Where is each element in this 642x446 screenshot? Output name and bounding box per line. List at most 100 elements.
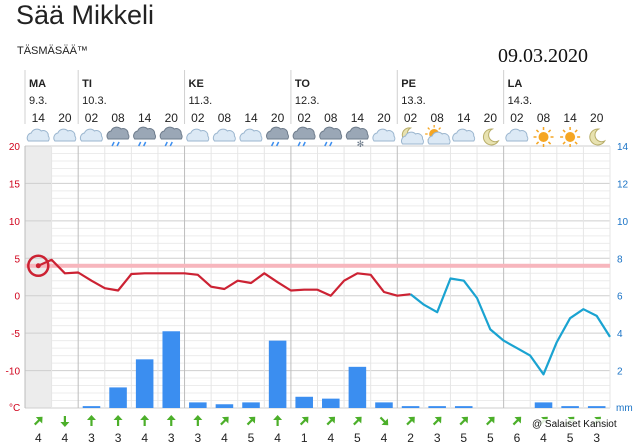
rain-drop [164, 141, 168, 147]
temperature-line-segment [37, 258, 411, 297]
page-title: Sää Mikkeli [16, 0, 155, 30]
wind-arrow-head [301, 416, 309, 424]
wind-speed-label: 4 [327, 431, 334, 445]
hour-label: 20 [377, 111, 391, 125]
sun-ray [438, 127, 441, 130]
cloudy-icon [53, 128, 77, 142]
stamp-date: 09.03.2020 [498, 45, 588, 67]
weather-icons-row: ✻ [26, 125, 606, 150]
wind-arrow-icon [86, 415, 96, 426]
sun-ray [535, 141, 540, 145]
precip-bar [189, 402, 207, 408]
rain-icon [292, 126, 316, 147]
wind-speed-label: 4 [381, 431, 388, 445]
wind-arrow-icon [486, 416, 495, 426]
right-axis-tick: 10 [617, 217, 629, 228]
wind-speed-label: 5 [567, 431, 574, 445]
partly-sunny-icon [425, 125, 451, 145]
cloud-shape [79, 128, 103, 142]
day-date: 12.3. [295, 95, 319, 107]
wind-arrow-icon [220, 416, 229, 426]
cloudy-icon [79, 128, 103, 142]
left-axis-tick: 20 [9, 142, 21, 153]
sun-ray [574, 141, 578, 145]
precipitation-bars [82, 331, 606, 408]
cloudy-icon [186, 128, 210, 142]
wind-speed-label: 1 [301, 431, 308, 445]
wind-arrow-icon [113, 415, 123, 426]
right-axis-tick: 14 [617, 142, 629, 153]
cloud-shape [505, 128, 529, 142]
cloud-shape [452, 128, 476, 142]
forecast-type-label: TÄSMÄSÄÄ™ [17, 45, 88, 57]
day-name: PE [401, 78, 416, 90]
wind-arrow-icon [353, 416, 362, 426]
hour-label: 08 [218, 111, 232, 125]
rain-icon [159, 126, 183, 147]
precip-bar [454, 406, 473, 408]
rain-drop [324, 141, 328, 147]
wind-arrow-head [113, 415, 123, 420]
highlight-band [25, 263, 610, 268]
wind-speed-label: 4 [35, 431, 42, 445]
current-temperature-marker [27, 254, 50, 278]
cloud-shape [239, 128, 263, 142]
wind-speed-label: 4 [540, 431, 547, 445]
cloud-shape [345, 126, 369, 140]
day-name: TI [82, 78, 92, 90]
precip-bar [375, 402, 393, 408]
hour-label: 08 [111, 111, 125, 125]
sun-ray [535, 129, 540, 133]
moon-shape [482, 128, 500, 146]
hour-label: 08 [430, 111, 444, 125]
wind-arrow-icon [459, 416, 468, 426]
hour-label: 02 [298, 111, 312, 125]
rain-drop [297, 141, 301, 147]
hour-label: 08 [324, 111, 338, 125]
cloudy-icon [372, 128, 396, 142]
sun-icon [533, 127, 554, 147]
cloud-shape [106, 126, 130, 140]
right-axis-unit: mm [616, 403, 633, 414]
left-axis-tick: 0 [14, 292, 20, 303]
day-header: MA 9.3. TI 10.3. KE 11.3. TO 12.3. PE 13.3. LA 14.3… [24, 70, 604, 125]
wind-arrow-head [461, 416, 468, 424]
wind-arrow-head [248, 416, 256, 424]
cloudy-icon [212, 128, 236, 142]
cloudy-icon [26, 128, 50, 142]
cloud-shape [427, 131, 451, 145]
snow-icon: ✻ [345, 126, 369, 150]
rain-drop [116, 141, 120, 147]
wind-arrow-icon [140, 415, 150, 426]
wind-arrow-head [514, 416, 522, 424]
credit-label: @ Salaiset Kansiot [530, 419, 619, 430]
precip-bar [295, 396, 313, 408]
precip-bar [109, 387, 127, 408]
rain-icon [133, 126, 157, 147]
rain-drop [270, 141, 275, 147]
wind-arrow-icon [193, 415, 203, 426]
cloudy-icon [452, 128, 476, 142]
hour-label: 02 [404, 111, 418, 125]
wind-speed-label: 3 [194, 431, 201, 445]
left-axis-tick: -5 [11, 329, 20, 340]
wind-arrow-head [354, 416, 362, 424]
hour-label: 20 [165, 111, 179, 125]
hour-label: 02 [191, 111, 205, 125]
wind-speed-label: 3 [115, 431, 122, 445]
precip-bar [561, 406, 579, 408]
hour-label: 08 [537, 111, 551, 125]
left-axis-unit: °C [9, 403, 20, 414]
right-axis-tick: 2 [617, 367, 623, 378]
wind-arrow-icon [299, 416, 309, 426]
cloud-shape [266, 126, 289, 140]
right-axis-tick: 6 [617, 292, 623, 303]
left-axis-tick: 15 [9, 179, 21, 190]
day-date: 14.3. [508, 95, 532, 107]
sun-ray [547, 141, 552, 145]
wind-speed-label: 4 [141, 431, 148, 445]
wind-speed-label: 5 [248, 431, 255, 445]
hour-label: 14 [351, 111, 365, 125]
cloud-shape [26, 128, 50, 142]
